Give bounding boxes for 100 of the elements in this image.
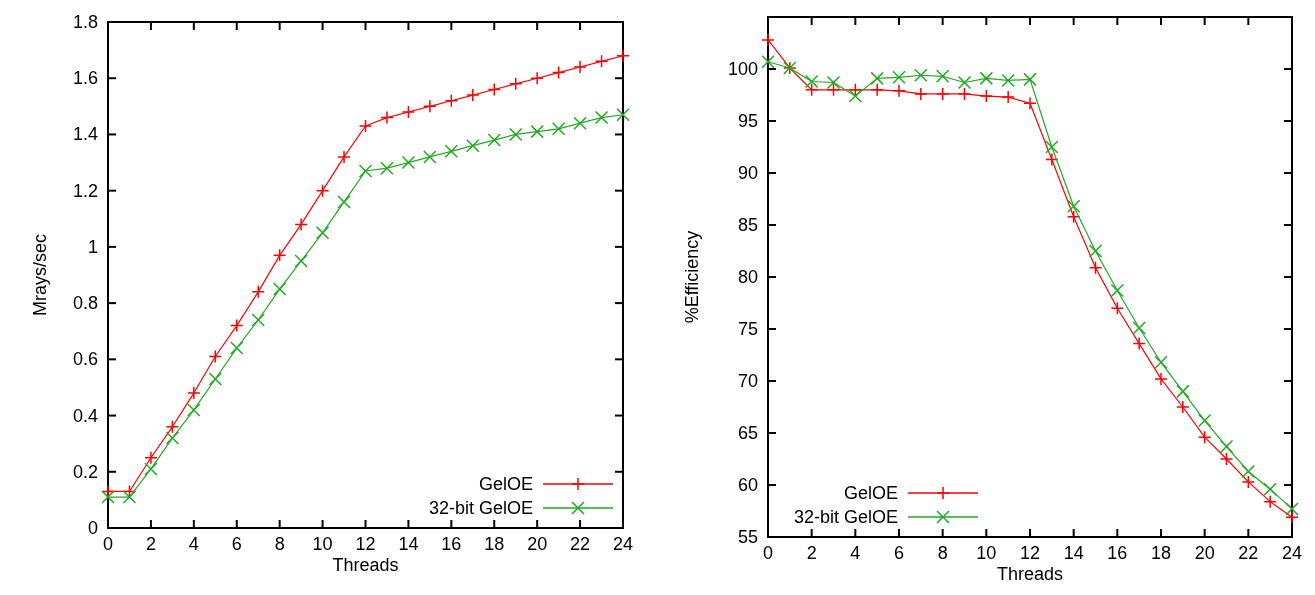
point [315, 226, 330, 240]
y-tick-label: 0.8 [72, 293, 98, 314]
point [423, 150, 437, 164]
x-tick-label: 14 [1063, 543, 1084, 563]
y-tick-label: 0.2 [72, 461, 98, 482]
point [573, 60, 587, 74]
legend-label: 32-bit GelOE [793, 507, 898, 527]
x-tick-label: 24 [612, 534, 634, 554]
y-tick-label: 0.4 [72, 405, 98, 426]
point [1154, 372, 1168, 386]
point [551, 122, 566, 136]
y-tick-label: 60 [737, 475, 758, 495]
point [870, 71, 884, 86]
point [957, 87, 972, 101]
point [1285, 502, 1299, 516]
x-tick-label: 20 [527, 534, 548, 554]
point [848, 89, 863, 103]
point [272, 248, 287, 263]
point [914, 68, 928, 82]
point [1132, 321, 1146, 335]
y-tick-label: 85 [737, 215, 758, 235]
point [1023, 96, 1037, 111]
y-tick-label: 65 [737, 423, 758, 443]
point [165, 431, 180, 445]
x-tick-label: 16 [441, 534, 462, 554]
x-tick-label: 18 [1150, 543, 1172, 563]
point [848, 83, 863, 97]
point [573, 116, 587, 130]
point [1001, 73, 1015, 88]
x-tick-label: 0 [102, 534, 114, 554]
point [1088, 244, 1103, 258]
point [594, 110, 609, 125]
point [401, 155, 416, 170]
point [144, 462, 158, 476]
point [251, 285, 265, 299]
point [935, 87, 950, 101]
point [979, 71, 994, 86]
point [122, 490, 137, 504]
x-tick-label: 2 [145, 534, 156, 554]
point [957, 75, 972, 90]
point [466, 88, 480, 102]
point [187, 386, 201, 400]
point [979, 89, 994, 103]
point [935, 69, 950, 84]
point [1088, 260, 1103, 275]
point [487, 133, 501, 147]
point [761, 54, 775, 69]
x-tick-label: 18 [484, 534, 505, 554]
point [487, 82, 501, 97]
y-tick-label: 55 [737, 527, 758, 547]
y-tick-label: 80 [737, 267, 758, 287]
point [1176, 400, 1190, 414]
point [826, 83, 841, 97]
y-tick-label: 100 [727, 59, 758, 79]
point [530, 71, 544, 85]
point [294, 217, 308, 232]
point [530, 124, 544, 139]
point [337, 195, 351, 209]
point [1176, 384, 1190, 399]
point [594, 54, 609, 69]
y-tick-label: 1.8 [72, 12, 98, 32]
y-tick-label: 1.6 [72, 68, 98, 89]
x-tick-label: 10 [976, 543, 997, 563]
point [616, 48, 630, 63]
x-tick-label: 2 [806, 543, 817, 563]
point [358, 119, 373, 133]
point [230, 318, 244, 333]
point [1197, 413, 1212, 428]
point [1066, 199, 1081, 214]
legend-label: GelOE [478, 474, 533, 494]
point [804, 83, 819, 97]
point [1001, 90, 1015, 104]
y-tick-label: 75 [737, 319, 758, 339]
point [294, 254, 308, 268]
point [616, 108, 630, 122]
point [1023, 72, 1037, 87]
point [1219, 439, 1234, 454]
point [315, 183, 330, 198]
x-axis-title: Threads [332, 555, 399, 575]
point [466, 138, 480, 153]
y-axis-title: %Efficiency [682, 230, 702, 324]
x-tick-label: 12 [355, 534, 376, 554]
point [444, 93, 459, 108]
x-tick-label: 4 [188, 534, 199, 554]
point [380, 110, 394, 125]
x-tick-label: 22 [570, 534, 591, 554]
point [1197, 430, 1212, 444]
x-tick-label: 8 [274, 534, 285, 554]
legend-label: 32-bit GelOE [428, 498, 533, 518]
y-tick-label: 70 [737, 371, 758, 391]
y-tick-label: 95 [737, 111, 758, 131]
x-tick-label: 20 [1194, 543, 1215, 563]
x-tick-label: 12 [1019, 543, 1041, 563]
point [101, 490, 115, 504]
y-tick-label: 0 [87, 518, 98, 538]
point [804, 74, 819, 89]
point [1263, 494, 1277, 509]
point [380, 161, 394, 175]
point [272, 282, 287, 296]
point [508, 127, 523, 142]
